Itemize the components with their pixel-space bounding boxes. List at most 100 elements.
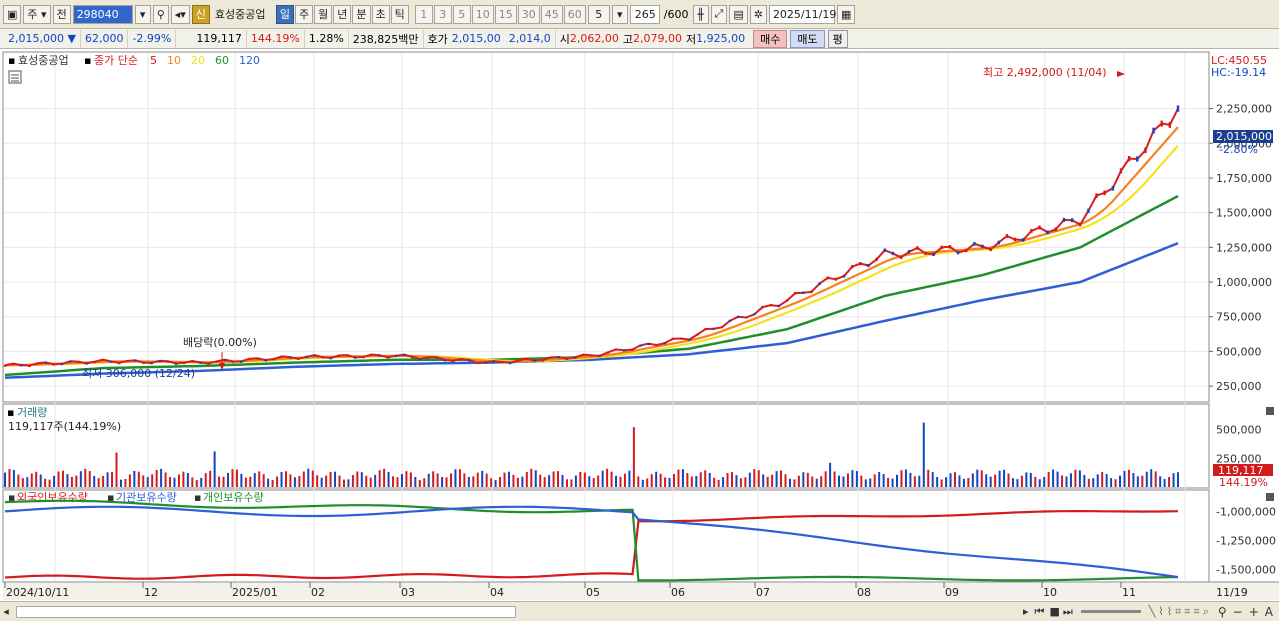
font-size-icon[interactable]: A — [1264, 604, 1273, 619]
x-tick-label: 2025/01 — [232, 586, 278, 599]
code-dropdown-icon[interactable]: ▾ — [134, 4, 151, 24]
holder-panel-close-icon[interactable] — [1266, 493, 1274, 501]
avg-button[interactable]: 평 — [827, 29, 848, 48]
x-axis-band — [3, 583, 1279, 600]
candle — [834, 277, 838, 281]
sell-button[interactable]: 매도 — [790, 29, 825, 48]
minute-option[interactable]: 60 — [563, 4, 586, 24]
custom-minute-dropdown-icon[interactable]: ▾ — [611, 4, 628, 24]
volume-bar — [173, 477, 176, 487]
drawing-tools-icon[interactable]: ╲⌇⌇⌗⌗⌗⌕ — [1148, 604, 1212, 618]
price-panel[interactable] — [2, 51, 1210, 403]
volume-bar — [1065, 476, 1068, 487]
period-tab[interactable]: 틱 — [390, 4, 409, 24]
period-tab[interactable]: 초 — [371, 4, 390, 24]
volume-bar — [557, 471, 560, 487]
candle — [1111, 185, 1115, 191]
volume-bar — [463, 473, 466, 487]
candle — [199, 361, 202, 364]
date-input[interactable]: 2025/11/19 — [768, 4, 836, 24]
volume-bar — [53, 475, 56, 487]
stock-chart[interactable]: ▪ 효성중공업 ▪ 종가 단순 5 10 20 60 120 LC:450.55 HC:… — [0, 50, 1279, 601]
period-tab[interactable]: 주 — [295, 4, 314, 24]
custom-minute-input[interactable]: 5 — [587, 4, 610, 24]
plus-icon[interactable]: + — [1248, 604, 1259, 619]
first-page-icon[interactable]: ⏮ — [1034, 604, 1047, 618]
candle — [1160, 120, 1163, 127]
chart-area[interactable]: ▪ 효성중공업 ▪ 종가 단순 5 10 20 60 120 LC:450.55 HC:… — [0, 50, 1279, 601]
candle — [109, 360, 113, 363]
volume-bar — [1168, 477, 1171, 487]
minute-option[interactable]: 45 — [540, 4, 563, 24]
volume-bar — [21, 478, 24, 487]
volume-bar — [280, 472, 283, 487]
minute-option[interactable]: 1 — [414, 4, 433, 24]
volume-bar — [1061, 475, 1064, 487]
scroll-right-icon[interactable]: ▸ — [1023, 605, 1031, 618]
minus-icon[interactable]: − — [1232, 604, 1243, 619]
panel-menu-icon[interactable] — [8, 70, 22, 84]
layout-icon[interactable]: ▣ — [3, 4, 22, 24]
speaker-icon[interactable]: ◂▾ — [170, 4, 190, 24]
candle — [272, 358, 276, 361]
scroll-left-icon[interactable]: ◂ — [3, 605, 9, 618]
scroll-thumb[interactable] — [16, 605, 516, 618]
candle — [1005, 234, 1009, 238]
candle — [394, 355, 398, 358]
minute-option[interactable]: 3 — [433, 4, 452, 24]
holder-panel[interactable] — [2, 489, 1210, 583]
candle-style-icon[interactable]: ╫ — [692, 4, 709, 24]
period-tab[interactable]: 분 — [352, 4, 371, 24]
prev-button[interactable]: 전 — [52, 4, 71, 24]
search-icon[interactable]: ⚲ — [152, 4, 169, 24]
volume-bar — [775, 471, 778, 487]
period-tab[interactable]: 월 — [314, 4, 333, 24]
chart-scrollbar[interactable]: ◂ ▸ ⏮ ■ ⏭ ╲⌇⌇⌗⌗⌗⌕ ⚲ − + A — [0, 601, 1279, 621]
volume-bar — [472, 476, 475, 487]
minute-option[interactable]: 30 — [517, 4, 540, 24]
volume-bar — [392, 476, 395, 487]
volume-bar — [811, 476, 814, 487]
volume-bar — [552, 471, 555, 487]
candle — [443, 359, 447, 362]
current-price-tag-bg — [1213, 130, 1273, 143]
volume-bar — [307, 468, 310, 487]
ma-period-label: 120 — [239, 54, 260, 67]
last-page-icon[interactable]: ⏭ — [1062, 604, 1073, 618]
count-input[interactable]: 265 — [629, 4, 660, 24]
volume-bar — [632, 427, 635, 487]
candle — [574, 356, 577, 359]
volume-bar — [530, 468, 533, 487]
volume-bar — [298, 475, 301, 487]
period-tab[interactable]: 일 — [275, 4, 295, 24]
volume-bar — [142, 475, 145, 487]
holder-y-axis: -1,000,000 -1,250,000 -1,500,000 — [1216, 505, 1276, 576]
save-icon[interactable]: ▤ — [729, 4, 748, 24]
volume-bar — [771, 474, 774, 487]
market-type-select[interactable]: 주 ▾ — [23, 4, 51, 24]
minute-option[interactable]: 10 — [471, 4, 494, 24]
candle — [60, 363, 64, 366]
volume-bar — [84, 468, 87, 487]
minute-option[interactable]: 15 — [494, 4, 517, 24]
calendar-icon[interactable]: ▦ — [836, 4, 856, 24]
ma-period-label: 5 — [150, 54, 157, 67]
period-tab[interactable]: 년 — [333, 4, 352, 24]
volume-bar — [276, 476, 279, 487]
minute-option[interactable]: 5 — [452, 4, 471, 24]
y-tick-label: 1,500,000 — [1216, 207, 1272, 220]
x-axis-end-label: 11/19 — [1216, 586, 1248, 599]
stop-icon[interactable]: ■ — [1049, 605, 1060, 618]
code-input[interactable]: 298040 — [72, 4, 133, 24]
zoom-in-icon[interactable]: ⚲ — [1217, 604, 1227, 619]
draw-tool-icon[interactable]: ⤢ — [710, 4, 728, 24]
buy-button[interactable]: 매수 — [753, 29, 788, 48]
turnover-pct: 1.28% — [305, 29, 349, 48]
volume-bar — [927, 469, 930, 487]
zoom-slider[interactable] — [1080, 610, 1141, 613]
volume-bar — [507, 471, 510, 487]
current-price-tag: 2,015,000 — [1216, 130, 1272, 143]
gear-icon[interactable]: ✲ — [749, 4, 767, 24]
volume-panel-close-icon[interactable] — [1266, 407, 1274, 415]
volume-bar — [1003, 469, 1006, 487]
